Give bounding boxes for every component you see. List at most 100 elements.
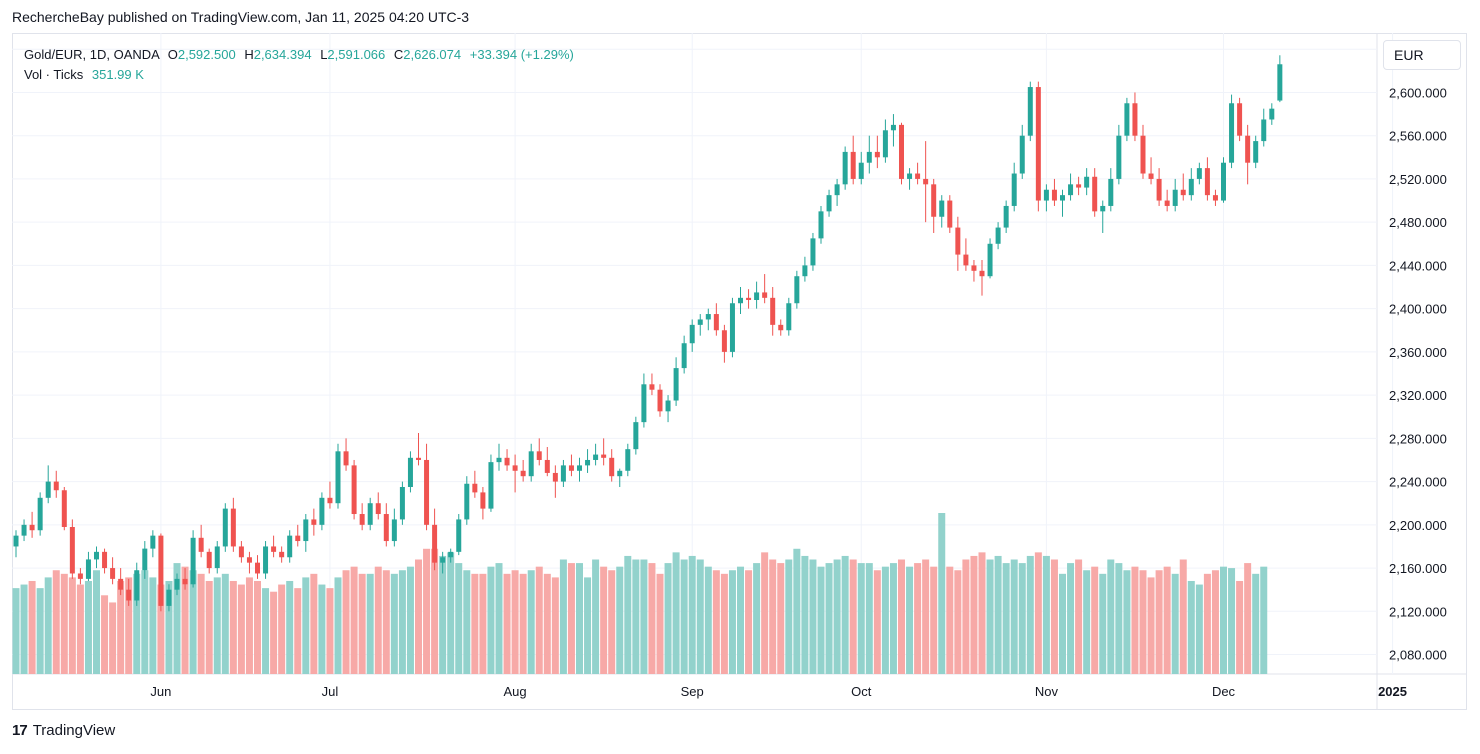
volume-bar	[12, 588, 20, 674]
volume-bar	[1002, 563, 1010, 674]
volume-bar	[245, 577, 253, 674]
volume-bar	[165, 580, 173, 674]
time-tick-label: 2025	[1378, 684, 1407, 699]
volume-bar	[141, 570, 149, 674]
volume-bar	[463, 570, 471, 674]
candle-body	[552, 472, 558, 482]
candle-body	[1148, 173, 1154, 179]
candle-body	[1132, 103, 1138, 136]
volume-bar	[1171, 573, 1179, 674]
time-tick-label: Nov	[1035, 684, 1059, 699]
candle-body	[746, 297, 752, 300]
volume-bar	[616, 566, 624, 674]
volume-bar	[696, 559, 704, 674]
candle-body	[617, 470, 623, 477]
candle-body	[1084, 176, 1090, 188]
volume-value: 351.99 K	[91, 67, 144, 82]
candle-body	[649, 384, 655, 390]
time-tick-label: Jul	[322, 684, 339, 699]
volume-bar	[366, 573, 374, 674]
candle-body	[907, 173, 913, 179]
candle-body	[1043, 189, 1049, 201]
volume-bar	[1163, 566, 1171, 674]
candle-body	[295, 535, 301, 542]
candle-body	[472, 483, 478, 493]
candle-body	[182, 578, 188, 585]
volume-bar	[342, 570, 350, 674]
candle-body	[1229, 103, 1235, 163]
volume-bar	[390, 573, 398, 674]
candle-body	[279, 551, 285, 558]
volume-bar	[551, 577, 559, 674]
candle-body	[1035, 87, 1041, 201]
volume-bar	[431, 548, 439, 674]
volume-bar	[495, 563, 503, 674]
candle-body	[440, 557, 446, 563]
candle-body	[1108, 178, 1114, 206]
change-value: +33.394 (+1.29%)	[469, 47, 574, 62]
volume-bar	[584, 577, 592, 674]
volume-bar	[978, 552, 986, 674]
candle-body	[987, 243, 993, 277]
candle-body	[214, 546, 220, 569]
volume-bar	[600, 566, 608, 674]
candle-body	[1011, 173, 1017, 206]
brand-name[interactable]: TradingView	[32, 722, 116, 739]
volume-bar	[632, 559, 640, 674]
volume-label[interactable]: Vol · Ticks	[24, 67, 84, 82]
volume-bar	[1123, 570, 1131, 674]
candle-body	[697, 319, 703, 325]
candle-body	[1253, 141, 1259, 163]
volume-bar	[382, 570, 390, 674]
price-tick-label: 2,160.000	[1389, 561, 1447, 576]
volume-bar	[793, 548, 801, 674]
ohlc-row: Gold/EUR, 1D, OANDA O2,592.500 H2,634.39…	[24, 45, 574, 65]
candle-body	[287, 535, 293, 558]
candle-body	[432, 524, 438, 563]
volume-bar	[1147, 577, 1155, 674]
candle-body	[641, 384, 647, 423]
candle-body	[263, 546, 269, 574]
volume-bar	[737, 566, 744, 674]
candle-body	[37, 497, 43, 531]
volume-bar	[576, 563, 583, 674]
candle-body	[625, 449, 631, 471]
candle-body	[1124, 103, 1130, 136]
candle-body	[1172, 189, 1178, 206]
low-label: L	[320, 47, 328, 62]
volume-bar	[1252, 573, 1260, 674]
symbol-label[interactable]: Gold/EUR, 1D, OANDA	[24, 47, 160, 62]
price-tick-label: 2,440.000	[1389, 258, 1447, 273]
currency-button[interactable]: EUR	[1383, 40, 1461, 70]
volume-bar	[567, 563, 575, 674]
volume-bar	[1179, 559, 1187, 674]
candle-body	[544, 459, 550, 473]
volume-bar	[906, 566, 914, 674]
tradingview-logo-icon[interactable]: 17	[12, 722, 28, 739]
volume-bar	[44, 577, 52, 674]
volume-bar	[84, 580, 92, 674]
candle-body	[762, 292, 768, 298]
candlestick-chart[interactable]: 2,080.000 2,120.000 2,160.000 2,200.000 2,24…	[12, 33, 1467, 710]
volume-bar	[809, 559, 817, 674]
candle-body	[995, 227, 1001, 244]
candle-body	[1245, 135, 1251, 163]
volume-bar	[728, 570, 736, 674]
volume-bar	[60, 573, 68, 674]
chart-panel[interactable]	[12, 33, 1467, 710]
volume-bar	[1042, 555, 1050, 674]
volume-bar	[1026, 555, 1034, 674]
candle-body	[1116, 135, 1122, 179]
publish-info: RechercheBay published on TradingView.co…	[12, 9, 470, 25]
candle-body	[1068, 184, 1074, 196]
candle-body	[882, 130, 888, 158]
volume-bar	[294, 588, 302, 674]
candle-body	[1237, 103, 1243, 136]
volume-bar	[938, 513, 946, 674]
open-value: 2,592.500	[177, 47, 236, 62]
volume-bar	[117, 580, 125, 674]
candle-body	[61, 490, 67, 527]
volume-bar	[270, 591, 278, 674]
volume-bar	[149, 577, 157, 674]
candle-body	[255, 562, 260, 574]
